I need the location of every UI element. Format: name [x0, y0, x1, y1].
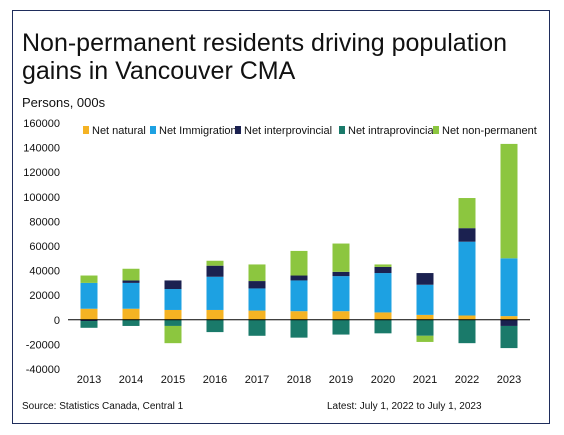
- bar-segment: [374, 273, 392, 313]
- y-tick-label: 120000: [23, 167, 60, 179]
- x-tick-label: 2020: [371, 374, 395, 386]
- bar-segment: [164, 309, 182, 320]
- bar-segment: [290, 275, 308, 281]
- bar-segment: [332, 276, 350, 312]
- bar-segment: [122, 282, 140, 309]
- bar-segment: [374, 266, 392, 274]
- bar-segment: [332, 243, 350, 272]
- bar-segment: [80, 321, 98, 328]
- bar-segment: [206, 309, 224, 320]
- source-note: Source: Statistics Canada, Central 1: [22, 401, 184, 412]
- x-tick-label: 2017: [245, 374, 269, 386]
- bar-segment: [122, 268, 140, 281]
- y-tick-label: 100000: [23, 192, 60, 204]
- bar-segment: [374, 312, 392, 320]
- y-tick-label: 140000: [23, 143, 60, 155]
- bar-segment: [206, 260, 224, 266]
- y-tick-label: 40000: [29, 266, 60, 278]
- legend-swatch: [235, 126, 241, 134]
- bar-segment: [206, 276, 224, 310]
- bar-segment: [122, 308, 140, 320]
- y-axis-units-label: Persons, 000s: [22, 95, 106, 110]
- bar-segment: [500, 316, 518, 320]
- bar-segment: [416, 319, 434, 336]
- bar-segment: [122, 319, 140, 326]
- bar-segment: [416, 335, 434, 342]
- bar-segment: [80, 275, 98, 283]
- bar-segment: [248, 319, 266, 336]
- bar-segment: [374, 319, 392, 334]
- x-tick-label: 2021: [413, 374, 437, 386]
- bar-segment: [332, 319, 350, 335]
- bar-segment: [290, 250, 308, 276]
- bar-segment: [416, 314, 434, 320]
- y-tick-label: -40000: [26, 364, 60, 376]
- bar-segment: [164, 325, 182, 344]
- bar-segment: [458, 319, 476, 344]
- legend-label: Net interprovincial: [244, 125, 332, 137]
- bar-segment: [416, 273, 434, 285]
- x-axis: 2013 2014 2015 2016 2017 2018 2019 2020 2021 2022…: [77, 374, 521, 386]
- bar-segment: [248, 310, 266, 320]
- bar-segment: [332, 311, 350, 320]
- bar-segment: [80, 282, 98, 309]
- x-tick-label: 2019: [329, 374, 353, 386]
- y-tick-label: 20000: [29, 290, 60, 302]
- x-tick-label: 2022: [455, 374, 479, 386]
- bar-segment: [122, 280, 140, 283]
- y-tick-label: 60000: [29, 241, 60, 253]
- bar-segment: [164, 319, 182, 326]
- legend-label: Net intraprovincial: [348, 125, 436, 137]
- x-tick-label: 2015: [161, 374, 185, 386]
- bar-segment: [206, 319, 224, 333]
- x-tick-label: 2023: [497, 374, 521, 386]
- bars: [68, 143, 530, 349]
- legend-label: Net natural: [92, 125, 146, 137]
- y-axis: -40000 -20000 0 20000 40000 60000 80000 100000 1…: [23, 118, 60, 376]
- legend-swatch: [339, 126, 345, 134]
- legend-swatch: [83, 126, 89, 134]
- x-tick-label: 2016: [203, 374, 227, 386]
- y-tick-label: 0: [54, 315, 60, 327]
- legend-label: Net Immigration: [159, 125, 237, 137]
- bar-segment: [290, 319, 308, 338]
- bar-segment: [374, 264, 392, 267]
- y-tick-label: -20000: [26, 339, 60, 351]
- legend-swatch: [433, 126, 439, 134]
- y-tick-label: 80000: [29, 216, 60, 228]
- bar-segment: [248, 264, 266, 282]
- chart-title: Non-permanent residents driving populati…: [22, 29, 508, 85]
- bar-segment: [80, 308, 98, 320]
- bar-segment: [458, 241, 476, 316]
- bar-segment: [164, 280, 182, 290]
- bar-segment: [500, 325, 518, 349]
- x-tick-label: 2018: [287, 374, 311, 386]
- bar-segment: [500, 319, 518, 326]
- bar-segment: [164, 289, 182, 310]
- y-tick-label: 160000: [23, 118, 60, 130]
- legend-label: Net non-permanent: [442, 125, 537, 137]
- date-range-note: Latest: July 1, 2022 to July 1, 2023: [327, 401, 482, 412]
- bar-segment: [458, 315, 476, 320]
- bar-segment: [290, 311, 308, 320]
- bar-segment: [500, 258, 518, 317]
- bar-segment: [332, 271, 350, 277]
- bar-segment: [80, 319, 98, 322]
- bar-segment: [416, 284, 434, 315]
- bar-segment: [458, 198, 476, 229]
- bar-segment: [290, 280, 308, 312]
- legend-swatch: [150, 126, 156, 134]
- bar-segment: [248, 288, 266, 311]
- bar-segment: [500, 143, 518, 259]
- legend: Net natural Net Immigration Net interprovi…: [83, 125, 537, 137]
- bar-segment: [206, 265, 224, 277]
- bar-segment: [458, 228, 476, 242]
- bar-segment: [248, 281, 266, 289]
- x-tick-label: 2013: [77, 374, 101, 386]
- x-tick-label: 2014: [119, 374, 143, 386]
